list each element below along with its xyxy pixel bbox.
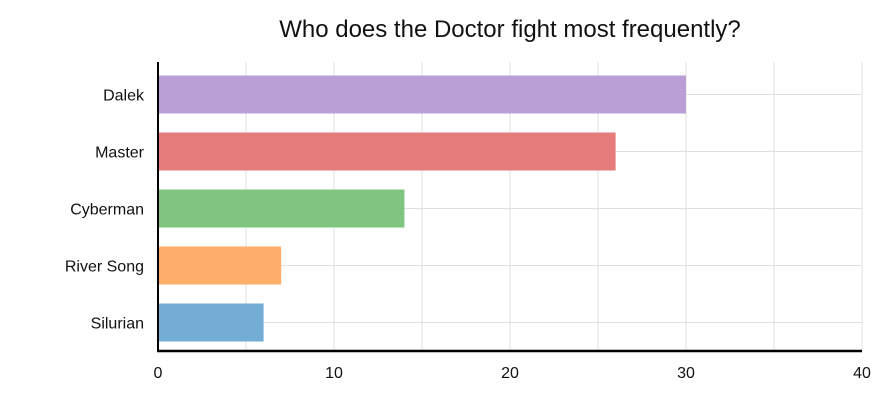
category-label: Silurian xyxy=(91,316,144,333)
bar-master xyxy=(158,132,616,171)
bar-cyberman xyxy=(158,189,405,228)
x-tick-label: 30 xyxy=(677,365,695,382)
x-tick-label: 40 xyxy=(853,365,871,382)
bar-river-song xyxy=(158,246,282,285)
bar-dalek xyxy=(158,75,686,114)
x-tick-label: 0 xyxy=(154,365,163,382)
x-tick-label: 10 xyxy=(325,365,343,382)
category-label: River Song xyxy=(65,259,144,276)
category-label: Cyberman xyxy=(70,202,144,219)
category-label: Master xyxy=(95,145,145,162)
x-tick-label: 20 xyxy=(501,365,519,382)
bar-silurian xyxy=(158,303,264,342)
category-label: Dalek xyxy=(103,88,145,105)
chart-title: Who does the Doctor fight most frequentl… xyxy=(279,16,741,43)
